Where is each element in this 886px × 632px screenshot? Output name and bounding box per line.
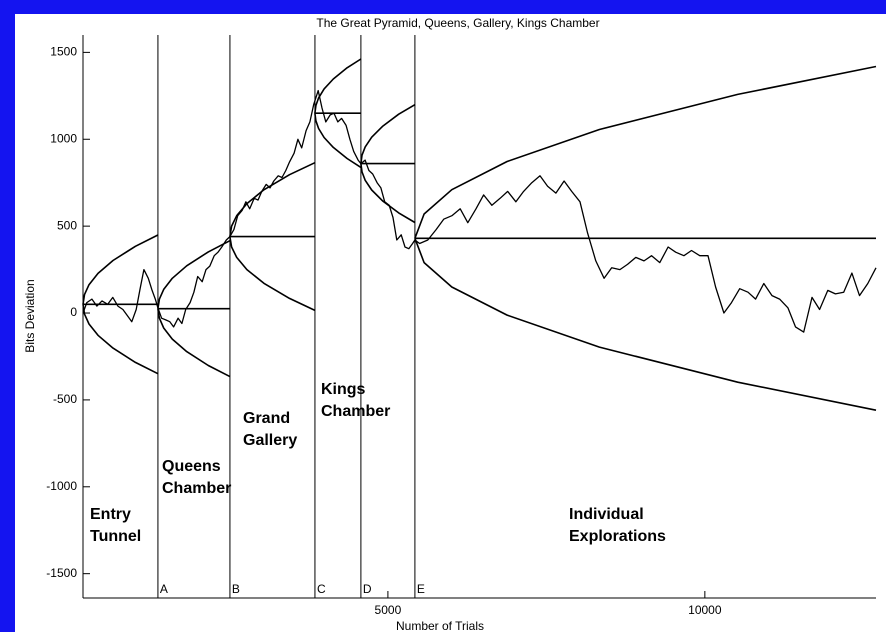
x-tick-label: 10000	[688, 603, 722, 617]
envelope-line	[82, 234, 159, 305]
envelope-line	[157, 239, 231, 309]
envelope-line	[314, 113, 362, 169]
envelope-line	[360, 163, 416, 224]
annotation: Gallery	[243, 432, 297, 449]
envelope-line	[229, 236, 316, 312]
segment-label: A	[160, 582, 168, 596]
annotation: Individual	[569, 506, 644, 523]
y-tick-label: -1000	[46, 479, 77, 493]
annotation: Tunnel	[90, 528, 141, 545]
segment-label: B	[232, 582, 240, 596]
segment-label: D	[363, 582, 372, 596]
annotation: Chamber	[162, 480, 231, 497]
deviation-walk	[82, 89, 877, 333]
annotation: Chamber	[321, 403, 390, 420]
y-tick-label: 0	[70, 305, 77, 319]
y-tick-label: 1500	[50, 45, 77, 59]
y-tick-label: 500	[57, 218, 77, 232]
annotation: Entry	[90, 506, 131, 523]
x-tick-label: 5000	[375, 603, 402, 617]
annotation: Grand	[243, 410, 290, 427]
y-axis-label: Bits Deviation	[23, 279, 37, 352]
annotation: Explorations	[569, 528, 666, 545]
y-tick-label: -500	[53, 392, 77, 406]
x-axis-label: Number of Trials	[396, 619, 484, 632]
envelope-line	[414, 65, 877, 239]
annotation: Queens	[162, 458, 221, 475]
y-tick-label: -1500	[46, 566, 77, 580]
chart-title: The Great Pyramid, Queens, Gallery, King…	[316, 16, 599, 30]
segment-label: E	[417, 582, 425, 596]
envelope-line	[360, 104, 416, 164]
envelope-line	[82, 304, 159, 375]
segment-label: C	[317, 582, 326, 596]
plot-panel	[15, 14, 886, 632]
y-tick-label: 1000	[50, 131, 77, 145]
annotation: Kings	[321, 381, 366, 398]
envelope-line	[314, 58, 362, 114]
envelope-line	[157, 308, 231, 378]
envelope-line	[414, 238, 877, 411]
